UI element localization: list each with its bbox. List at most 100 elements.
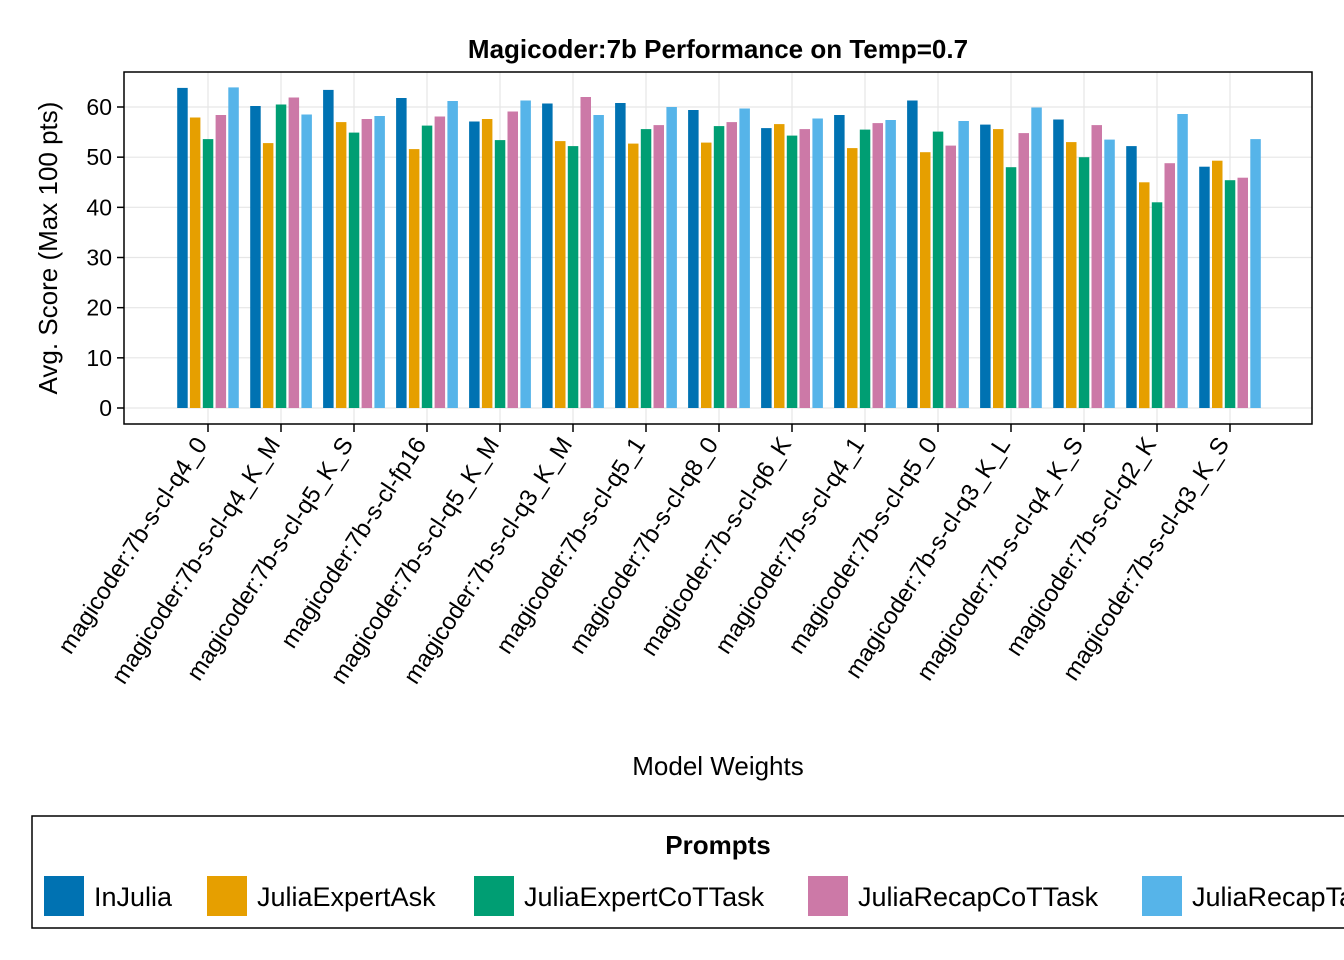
bar xyxy=(542,103,553,408)
bars xyxy=(177,87,1261,409)
bar xyxy=(202,139,214,408)
bar xyxy=(1091,125,1102,408)
legend-label: InJulia xyxy=(94,882,173,912)
legend-swatch xyxy=(474,876,514,916)
y-tick-label: 40 xyxy=(86,194,112,220)
y-axis-label: Avg. Score (Max 100 pts) xyxy=(33,102,63,395)
bar xyxy=(361,119,373,408)
bar xyxy=(374,116,385,408)
bar xyxy=(250,106,261,408)
bar xyxy=(481,119,493,408)
bar xyxy=(555,141,566,408)
bar xyxy=(980,124,991,408)
bar xyxy=(1139,182,1150,409)
bar xyxy=(847,148,858,408)
bar xyxy=(1250,139,1261,408)
bar xyxy=(713,126,725,408)
bar xyxy=(1005,167,1017,408)
bar xyxy=(945,145,956,408)
legend-label: JuliaExpertCoTTask xyxy=(524,882,765,912)
y-tick-label: 50 xyxy=(86,144,112,170)
bar xyxy=(640,129,652,408)
bar xyxy=(859,129,871,408)
legend-swatch xyxy=(1142,876,1182,916)
bar xyxy=(593,115,604,408)
bar xyxy=(628,143,639,408)
bar xyxy=(1177,114,1188,408)
bar xyxy=(396,98,407,408)
bar xyxy=(1066,142,1077,408)
bar xyxy=(323,89,334,409)
legend-swatch xyxy=(808,876,848,916)
bar xyxy=(1126,146,1137,408)
bar xyxy=(288,97,300,408)
y-tick-label: 30 xyxy=(86,245,112,271)
bar xyxy=(907,100,918,408)
legend-frame xyxy=(31,815,1344,929)
bar xyxy=(993,129,1004,408)
bar xyxy=(507,111,518,408)
bar xyxy=(408,149,420,408)
bar xyxy=(228,87,239,409)
legend-label: JuliaRecapCoTTask xyxy=(858,882,1099,912)
bar xyxy=(1104,139,1115,408)
bar xyxy=(688,110,699,408)
bar xyxy=(739,108,750,408)
bar xyxy=(932,131,944,408)
bar xyxy=(1164,163,1175,408)
y-tick-label: 20 xyxy=(86,295,112,321)
bar xyxy=(421,125,433,408)
bar xyxy=(567,146,579,408)
bar xyxy=(774,124,785,408)
bar xyxy=(701,142,712,408)
bar xyxy=(275,104,287,408)
bar xyxy=(301,114,312,408)
y-tick-label: 0 xyxy=(99,395,112,421)
y-tick-label: 60 xyxy=(86,94,112,120)
bar xyxy=(1212,160,1223,408)
bar xyxy=(1031,107,1042,408)
bar xyxy=(834,115,845,408)
bar xyxy=(786,135,798,408)
legend-title: Prompts xyxy=(665,830,770,860)
bar xyxy=(215,115,227,408)
legend-swatch xyxy=(44,876,84,916)
bar xyxy=(189,117,201,408)
legend-label: JuliaRecapTask xyxy=(1192,882,1344,912)
bar xyxy=(872,123,883,408)
bar xyxy=(520,100,531,408)
bar xyxy=(615,103,626,408)
bar xyxy=(920,152,931,408)
bar xyxy=(1224,180,1236,408)
plot-frame xyxy=(123,71,1313,425)
bar xyxy=(494,140,506,408)
chart-title: Magicoder:7b Performance on Temp=0.7 xyxy=(468,34,968,64)
bar xyxy=(885,120,896,408)
bar xyxy=(434,116,446,408)
bar xyxy=(177,87,188,409)
bar xyxy=(666,107,677,408)
bar xyxy=(580,97,591,408)
legend-label: JuliaExpertAsk xyxy=(257,882,436,912)
bar xyxy=(1053,119,1064,408)
bar xyxy=(761,128,772,408)
bar xyxy=(653,125,664,408)
bar xyxy=(348,132,360,408)
x-axis-label: Model Weights xyxy=(632,751,804,781)
y-axis: 0 10 20 30 40 50 60 xyxy=(86,94,124,421)
bar xyxy=(1018,133,1029,408)
bar xyxy=(1151,202,1163,408)
bar xyxy=(799,129,810,408)
bar xyxy=(335,122,347,408)
bar xyxy=(726,122,737,408)
legend-swatch xyxy=(207,876,247,916)
bar xyxy=(1199,166,1210,408)
bar xyxy=(447,101,458,408)
bar xyxy=(262,143,274,408)
bar xyxy=(469,121,480,408)
legend: Prompts InJulia JuliaExpertAsk JuliaExpert… xyxy=(31,815,1344,929)
bar xyxy=(812,118,823,408)
bar xyxy=(958,121,969,408)
bar xyxy=(1078,157,1090,408)
